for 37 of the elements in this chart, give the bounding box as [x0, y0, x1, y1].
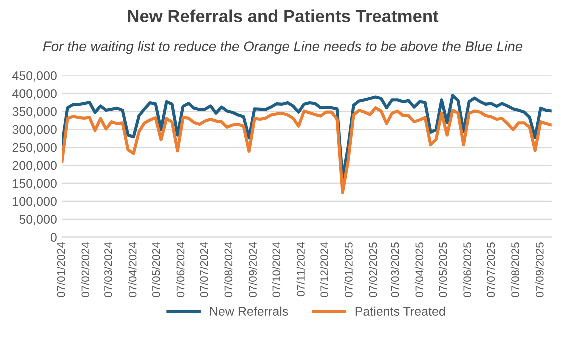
x-tick-label: 07/09/2025 — [536, 242, 544, 298]
y-tick-label: 250,000 — [12, 143, 57, 154]
x-tick-label: 07/08/2024 — [224, 242, 233, 298]
x-tick-label: 07/07/2025 — [486, 242, 496, 298]
line-series — [62, 94, 552, 180]
x-tick-label: 07/03/2025 — [391, 242, 400, 298]
y-tick-label: 50,000 — [20, 215, 57, 226]
y-tick-label: 0 — [50, 233, 57, 242]
y-tick-label: 300,000 — [12, 125, 57, 136]
chart-subtitle: For the waiting list to reduce the Orange Line needs to be above the Blue Line — [43, 41, 523, 54]
chart-title: New Referrals and Patients Treatment — [128, 10, 439, 23]
y-tick-label: 450,000 — [12, 71, 57, 82]
x-tick-label: 07/02/2025 — [369, 242, 378, 298]
line-series — [62, 106, 552, 194]
x-tick-label: 07/05/2024 — [152, 242, 160, 298]
x-tick-label: 07/06/2025 — [463, 242, 472, 298]
x-tick-label: 07/01/2024 — [57, 242, 66, 298]
y-tick-label: 150,000 — [13, 179, 57, 190]
x-tick-label: 07/03/2024 — [104, 242, 112, 298]
x-tick-label: 07/11/2024 — [296, 242, 305, 297]
x-tick-label: 07/12/2024 — [320, 242, 329, 298]
x-tick-label: 07/05/2025 — [439, 242, 448, 298]
x-tick-label: 07/01/2025 — [344, 242, 353, 298]
y-tick-label: 400,000 — [12, 89, 57, 100]
x-tick-label: 07/04/2025 — [415, 242, 424, 298]
y-tick-label: 350,000 — [12, 107, 57, 118]
x-tick-label: 07/10/2024 — [272, 242, 281, 298]
x-tick-label: 07/04/2024 — [128, 242, 137, 298]
y-tick-label: 100,000 — [13, 197, 57, 208]
x-tick-label: 07/02/2024 — [81, 242, 90, 298]
x-tick-label: 07/09/2024 — [248, 242, 257, 298]
x-tick-label: 07/06/2024 — [176, 242, 185, 298]
legend-label: New Referrals — [210, 306, 288, 316]
x-tick-label: 07/07/2024 — [200, 242, 208, 298]
y-tick-label: 200,000 — [12, 161, 57, 172]
legend-label: Patients Treated — [356, 306, 446, 316]
x-tick-label: 07/08/2025 — [511, 242, 520, 298]
